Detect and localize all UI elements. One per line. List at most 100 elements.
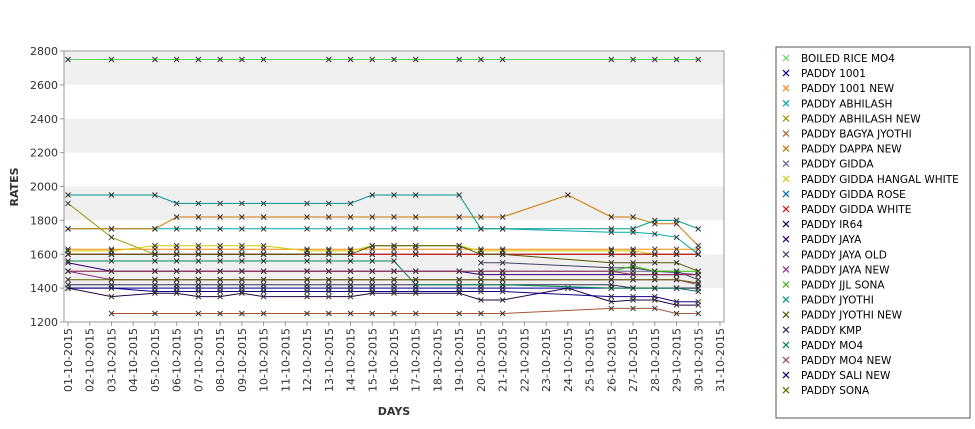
legend-label: PADDY JYOTHI NEW xyxy=(801,310,903,322)
x-tick-label: 19-10-2015 xyxy=(453,328,466,392)
x-axis: 01-10-2015 02-10-2015 03-10-2015 04-10-2015… xyxy=(62,322,727,392)
legend-label: PADDY JYOTHI xyxy=(801,295,874,307)
data-point xyxy=(347,310,354,317)
data-point xyxy=(108,56,115,63)
legend-label: PADDY 1001 xyxy=(801,68,866,80)
x-tick-label: 30-10-2015 xyxy=(692,328,705,392)
data-point xyxy=(412,242,419,249)
data-point xyxy=(304,214,310,220)
data-point xyxy=(391,310,397,317)
data-point xyxy=(651,285,658,291)
data-point xyxy=(456,310,463,317)
data-point xyxy=(195,276,202,283)
legend-label: PADDY KMP xyxy=(801,325,861,337)
data-point xyxy=(195,225,202,232)
legend-label: PADDY GIDDA xyxy=(801,159,874,171)
data-point xyxy=(108,293,115,300)
data-point xyxy=(456,268,463,275)
data-point xyxy=(108,234,115,241)
data-point xyxy=(65,56,71,63)
series-line xyxy=(68,284,699,289)
series-line xyxy=(68,279,699,284)
data-point xyxy=(325,293,332,300)
legend-label: PADDY 1001 NEW xyxy=(801,83,895,95)
x-tick-label: 12-10-2015 xyxy=(301,328,314,392)
data-point xyxy=(217,281,223,288)
legend-label: PADDY GIDDA ROSE xyxy=(801,189,906,201)
data-point xyxy=(673,56,680,63)
series xyxy=(65,242,702,275)
legend-marker xyxy=(782,250,790,258)
data-point xyxy=(391,288,397,295)
y-tick-label: 2000 xyxy=(30,181,58,194)
data-point xyxy=(478,310,484,317)
data-point xyxy=(217,225,223,232)
data-point xyxy=(173,225,180,232)
data-point xyxy=(108,276,115,283)
series-line xyxy=(68,245,699,255)
data-point xyxy=(173,200,180,207)
legend-marker xyxy=(782,99,790,107)
x-tick-label: 28-10-2015 xyxy=(649,328,662,392)
y-axis: 1200 1400 1600 1800 2000 2200 2400 2600 2800 xyxy=(30,45,64,329)
data-point xyxy=(108,285,115,291)
data-point xyxy=(695,242,702,249)
grid-band xyxy=(64,152,724,187)
data-point xyxy=(195,281,202,288)
x-tick-label: 24-10-2015 xyxy=(562,328,575,392)
grid-band xyxy=(64,118,724,153)
legend-marker xyxy=(782,296,790,304)
data-point xyxy=(608,305,615,312)
data-point xyxy=(673,298,680,305)
legend: BOILED RICE MO4 PADDY 1001 PADDY 1001 NEW P… xyxy=(782,53,959,397)
data-point xyxy=(391,251,397,258)
data-point xyxy=(195,200,202,207)
data-point xyxy=(108,268,115,275)
data-point xyxy=(325,225,332,232)
data-point xyxy=(673,259,680,266)
x-tick-label: 05-10-2015 xyxy=(149,328,162,392)
data-point xyxy=(369,242,376,249)
data-point xyxy=(456,251,463,258)
data-point xyxy=(347,293,354,300)
series-line xyxy=(68,260,699,292)
x-tick-label: 03-10-2015 xyxy=(105,328,118,392)
data-point xyxy=(608,56,615,63)
x-tick-label: 07-10-2015 xyxy=(192,328,205,392)
data-point xyxy=(195,214,202,220)
data-point xyxy=(304,293,310,300)
data-point xyxy=(65,192,71,198)
grid-band xyxy=(64,51,724,85)
data-point xyxy=(651,271,658,278)
data-point xyxy=(173,242,180,249)
data-point xyxy=(651,246,658,253)
data-point xyxy=(325,258,332,264)
data-point xyxy=(391,56,397,63)
data-point xyxy=(673,251,680,258)
series xyxy=(65,276,702,286)
y-tick-label: 1600 xyxy=(30,248,58,261)
legend-marker xyxy=(782,356,790,364)
data-point xyxy=(391,214,397,220)
legend-label: BOILED RICE MO4 xyxy=(801,53,895,65)
data-point xyxy=(608,285,615,291)
data-point xyxy=(239,251,245,258)
legend-marker xyxy=(782,326,790,334)
data-point xyxy=(65,285,71,291)
data-point xyxy=(217,288,223,295)
legend-marker xyxy=(782,281,790,288)
data-point xyxy=(630,305,636,312)
legend-label: PADDY JAYA OLD xyxy=(801,249,887,261)
data-point xyxy=(325,200,332,207)
data-point xyxy=(369,288,376,295)
data-point xyxy=(347,200,354,207)
x-tick-label: 18-10-2015 xyxy=(431,328,444,392)
legend-label: PADDY GIDDA HANGAL WHITE xyxy=(801,174,959,186)
x-tick-label: 08-10-2015 xyxy=(214,328,227,392)
data-point xyxy=(260,268,267,275)
data-point xyxy=(369,225,376,232)
data-point xyxy=(260,310,267,317)
data-point xyxy=(478,297,484,303)
data-point xyxy=(673,310,680,317)
grid-band xyxy=(64,84,724,119)
